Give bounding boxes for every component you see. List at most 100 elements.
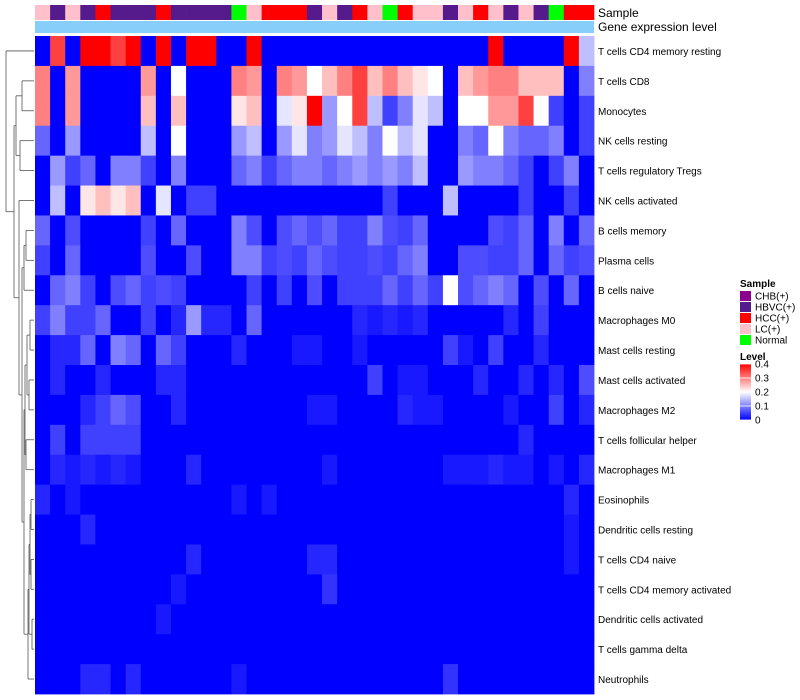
legend-sample-swatch [740, 324, 751, 334]
heatmap-cell [322, 125, 338, 157]
heatmap-cell [261, 95, 278, 127]
heatmap-cell [473, 155, 489, 186]
heatmap-cell [337, 95, 353, 127]
heatmap-cell [155, 245, 172, 276]
heatmap-cell [322, 394, 338, 426]
heatmap-cell [155, 215, 172, 246]
heatmap-cell [291, 484, 308, 515]
row-label: B cells memory [598, 226, 666, 237]
heatmap-cell [80, 95, 96, 127]
heatmap-cell [276, 394, 293, 426]
sample-annotation-cell [261, 5, 278, 20]
heatmap-cell [201, 514, 217, 545]
heatmap-cell [35, 215, 51, 246]
heatmap-cell [322, 574, 338, 605]
heatmap-cell [155, 95, 172, 127]
heatmap-cell [533, 454, 550, 486]
heatmap-cell [473, 305, 489, 336]
heatmap-cell [533, 245, 550, 276]
heatmap-cell [533, 305, 550, 336]
heatmap-cell [140, 125, 157, 157]
heatmap-cell [427, 95, 444, 127]
heatmap-cell [140, 155, 157, 186]
heatmap-cell [518, 514, 534, 545]
heatmap-cell [125, 185, 142, 216]
heatmap-cell [367, 95, 383, 127]
heatmap-cell [518, 95, 534, 127]
sample-annotation-cell [473, 5, 489, 20]
heatmap-cell [503, 155, 519, 186]
sample-annotation-cell [291, 5, 308, 20]
heatmap-cell [503, 394, 519, 426]
heatmap-cell [155, 454, 172, 486]
row-label: Eosinophils [598, 496, 649, 507]
heatmap-cell [533, 125, 550, 157]
heatmap-cell [261, 36, 278, 67]
heatmap-cell [352, 514, 368, 545]
heatmap-cell [382, 424, 398, 456]
heatmap-cell [65, 95, 81, 127]
heatmap-cell [503, 664, 519, 695]
heatmap-cell [246, 544, 263, 575]
heatmap-cell [201, 305, 217, 336]
heatmap-cell [382, 245, 398, 276]
heatmap-cell [548, 454, 565, 486]
sample-annotation-cell [578, 5, 595, 20]
heatmap-cell [65, 245, 81, 276]
heatmap-cell [140, 574, 157, 605]
sample-annotation-cell [140, 5, 157, 20]
heatmap-cell [170, 335, 187, 366]
heatmap-cell [306, 394, 323, 426]
heatmap-cell [306, 185, 323, 216]
heatmap-cell [65, 65, 81, 97]
heatmap-cell [397, 365, 414, 396]
heatmap-cell [140, 394, 157, 426]
sample-annotation-cell [337, 5, 353, 20]
heatmap-cell [65, 36, 81, 67]
sample-annotation-cell [65, 5, 81, 20]
heatmap-cell [548, 365, 565, 396]
heatmap-cell [352, 424, 368, 456]
heatmap-cell [337, 424, 353, 456]
heatmap-cell [291, 65, 308, 97]
heatmap-cell [488, 454, 504, 486]
heatmap-cell [261, 335, 278, 366]
heatmap-cell [337, 305, 353, 336]
heatmap-cell [246, 424, 263, 456]
heatmap-cell [231, 514, 247, 545]
heatmap-cell [352, 215, 368, 246]
heatmap-cell [231, 125, 247, 157]
heatmap-cell [35, 484, 51, 515]
heatmap-cell [518, 36, 534, 67]
heatmap-cell [125, 604, 142, 635]
heatmap-cell [322, 484, 338, 515]
heatmap-cell [458, 514, 474, 545]
heatmap-cell [110, 95, 127, 127]
heatmap-cell [412, 365, 429, 396]
heatmap-cell [503, 125, 519, 157]
heatmap-cell [261, 664, 278, 695]
heatmap-cell [427, 365, 444, 396]
heatmap-cell [50, 514, 66, 545]
heatmap-cell [488, 95, 504, 127]
heatmap-cell [276, 215, 293, 246]
heatmap-cell [533, 65, 550, 97]
heatmap-cell [442, 245, 459, 276]
heatmap-cell [442, 215, 459, 246]
heatmap-cell [125, 365, 142, 396]
heatmap-cell [201, 634, 217, 665]
heatmap-cell [352, 394, 368, 426]
heatmap-cell [231, 245, 247, 276]
heatmap-cell [337, 514, 353, 545]
heatmap-cell [503, 454, 519, 486]
heatmap-cell [488, 65, 504, 97]
heatmap-cell [518, 125, 534, 157]
heatmap-cell [306, 65, 323, 97]
heatmap-cell [80, 544, 96, 575]
heatmap-cell [397, 125, 414, 157]
heatmap-cell [503, 215, 519, 246]
heatmap-cell [95, 125, 111, 157]
legend-level-tick-label: 0.2 [755, 388, 769, 399]
heatmap-cell [533, 514, 550, 545]
heatmap-cell [578, 245, 595, 276]
